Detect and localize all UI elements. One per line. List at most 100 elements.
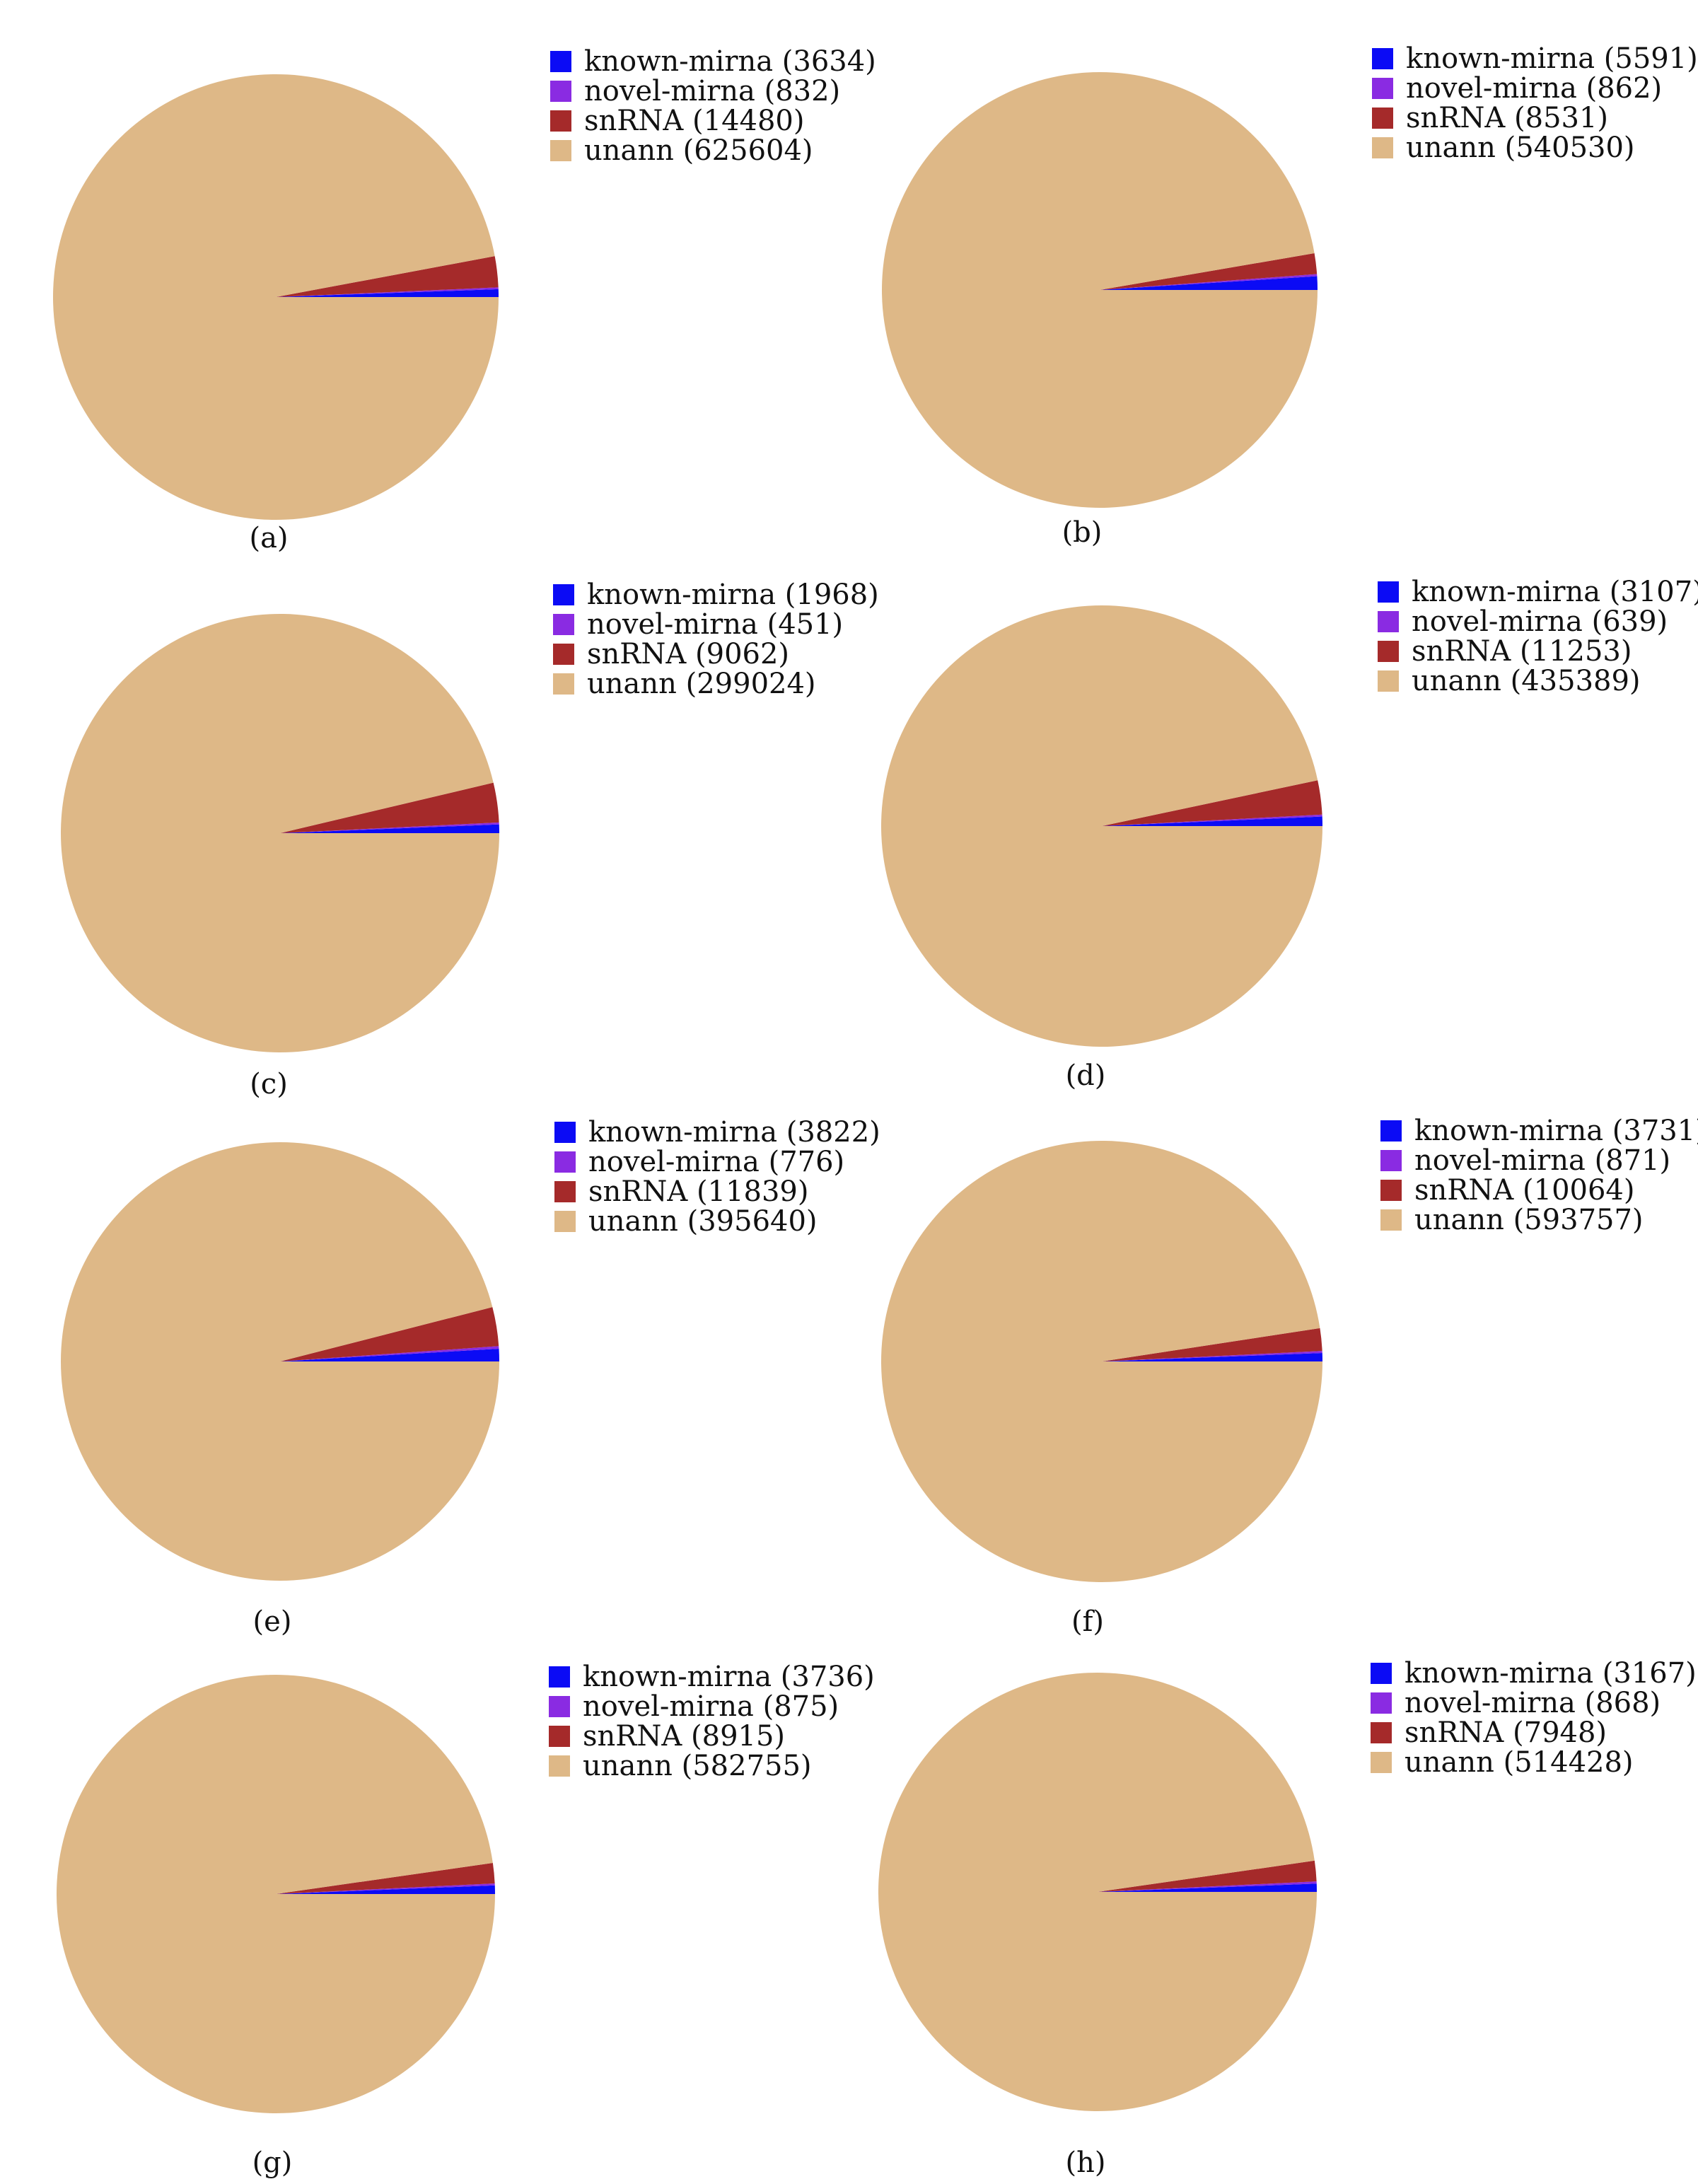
legend-label: known-mirna (3167) (1405, 1657, 1697, 1690)
legend-swatch (1371, 1663, 1392, 1684)
legend-swatch (550, 81, 571, 102)
legend-item-unann: unann (593757) (1380, 1205, 1698, 1235)
pie-slice-unann (61, 1142, 500, 1581)
legend-swatch (550, 51, 571, 72)
pie-slice-known-mirna (1102, 1352, 1322, 1361)
legend-swatch (1371, 1692, 1392, 1714)
legend-item-snRNA: snRNA (10064) (1380, 1175, 1698, 1205)
legend-item-novel-mirna: novel-mirna (875) (549, 1692, 875, 1721)
pie-slice-snRNA (276, 1862, 495, 1894)
legend-item-novel-mirna: novel-mirna (871) (1380, 1146, 1698, 1175)
pie-slice-snRNA (1102, 1328, 1322, 1361)
legend-swatch (1378, 581, 1399, 603)
legend-label: novel-mirna (832) (584, 75, 841, 108)
legend-label: known-mirna (3731) (1414, 1115, 1698, 1147)
panel-caption: (h) (1065, 2147, 1106, 2179)
legend-item-snRNA: snRNA (9062) (553, 639, 879, 669)
legend-item-unann: unann (540530) (1372, 133, 1698, 163)
legend-swatch (1372, 48, 1393, 69)
legend-swatch (549, 1755, 570, 1777)
panel-caption: (e) (252, 1605, 292, 1638)
legend-swatch (553, 584, 574, 605)
legend-item-novel-mirna: novel-mirna (868) (1371, 1688, 1697, 1718)
pie-panel-f: known-mirna (3731) novel-mirna (871) snRNA… (849, 1089, 1698, 1638)
legend-label: known-mirna (3822) (588, 1116, 880, 1149)
legend-swatch (1380, 1120, 1402, 1142)
pie-panel-h: known-mirna (3167) novel-mirna (868) snRNA… (849, 1634, 1697, 2179)
pie-chart-e (61, 1142, 500, 1581)
legend-swatch (550, 110, 571, 132)
legend-item-novel-mirna: novel-mirna (451) (553, 610, 879, 639)
legend-label: novel-mirna (871) (1414, 1144, 1671, 1177)
legend-item-novel-mirna: novel-mirna (776) (554, 1147, 880, 1177)
legend-item-unann: unann (299024) (553, 669, 879, 699)
legend-swatch (1380, 1209, 1402, 1231)
legend-label: snRNA (11253) (1412, 635, 1632, 668)
legend-label: unann (395640) (588, 1205, 818, 1238)
legend-swatch (1378, 670, 1399, 692)
legend: known-mirna (3822) novel-mirna (776) snRNA… (554, 1117, 880, 1236)
legend-label: unann (593757) (1414, 1204, 1644, 1236)
pie-slice-known-mirna (1102, 816, 1322, 826)
legend-item-known-mirna: known-mirna (3822) (554, 1117, 880, 1147)
pie-slice-unann (881, 605, 1322, 1047)
pie-slice-novel-mirna (276, 287, 499, 297)
legend-label: snRNA (9062) (587, 638, 790, 670)
legend-label: novel-mirna (868) (1405, 1687, 1661, 1719)
legend-label: unann (435389) (1412, 665, 1641, 697)
legend-item-known-mirna: known-mirna (3634) (550, 47, 876, 76)
pie-slice-novel-mirna (280, 822, 499, 833)
legend-item-known-mirna: known-mirna (1968) (553, 580, 879, 610)
legend-swatch (1380, 1180, 1402, 1201)
legend-label: novel-mirna (639) (1412, 605, 1668, 638)
pie-slice-known-mirna (280, 1348, 499, 1361)
legend-item-unann: unann (435389) (1378, 666, 1698, 696)
legend-item-known-mirna: known-mirna (3731) (1380, 1116, 1698, 1146)
pie-slice-unann (53, 74, 499, 521)
pie-slice-snRNA (1100, 253, 1318, 290)
pie-slice-unann (61, 614, 500, 1053)
panel-caption: (d) (1065, 1059, 1106, 1092)
legend-label: snRNA (10064) (1414, 1174, 1635, 1207)
pie-chart-h (878, 1672, 1317, 2111)
legend-swatch (549, 1726, 570, 1747)
legend-label: snRNA (14480) (584, 105, 805, 137)
legend-swatch (1380, 1150, 1402, 1171)
legend-swatch (1378, 611, 1399, 632)
pie-slice-snRNA (280, 1307, 499, 1361)
legend-item-snRNA: snRNA (11253) (1378, 637, 1698, 666)
legend: known-mirna (3634) novel-mirna (832) snRNA… (550, 47, 876, 165)
legend-label: snRNA (8915) (583, 1720, 786, 1753)
legend-swatch (549, 1666, 570, 1688)
legend-label: novel-mirna (875) (583, 1690, 839, 1723)
pie-slice-novel-mirna (1100, 274, 1318, 290)
legend-swatch (1372, 137, 1393, 158)
legend-label: unann (625604) (584, 134, 813, 167)
legend-item-known-mirna: known-mirna (3736) (549, 1662, 875, 1692)
pie-slice-known-mirna (1098, 1883, 1317, 1892)
legend-label: known-mirna (1968) (587, 579, 879, 611)
legend-item-snRNA: snRNA (8915) (549, 1721, 875, 1751)
legend-item-unann: unann (625604) (550, 136, 876, 165)
legend-swatch (553, 673, 574, 695)
legend-swatch (550, 140, 571, 161)
pie-slice-novel-mirna (1098, 1881, 1317, 1892)
legend-swatch (554, 1211, 576, 1232)
pie-slice-known-mirna (276, 289, 499, 297)
pie-slice-snRNA (280, 782, 499, 833)
legend-label: known-mirna (3107) (1412, 576, 1698, 608)
pie-slice-novel-mirna (1102, 1351, 1322, 1361)
legend-swatch (1372, 108, 1393, 129)
pie-panel-c: known-mirna (1968) novel-mirna (451) snRNA… (0, 545, 879, 1100)
legend-swatch (554, 1181, 576, 1202)
pie-slice-known-mirna (1100, 276, 1318, 290)
pie-slice-snRNA (276, 256, 499, 297)
pie-slice-novel-mirna (276, 1883, 495, 1894)
pie-panel-a: known-mirna (3634) novel-mirna (832) snRNA… (0, 0, 876, 554)
pie-panel-e: known-mirna (3822) novel-mirna (776) snRNA… (0, 1089, 880, 1638)
legend-swatch (1378, 641, 1399, 662)
legend-item-known-mirna: known-mirna (3167) (1371, 1659, 1697, 1688)
pie-slice-novel-mirna (1102, 814, 1322, 826)
panel-caption: (c) (250, 1068, 288, 1100)
legend-label: unann (514428) (1405, 1746, 1634, 1779)
